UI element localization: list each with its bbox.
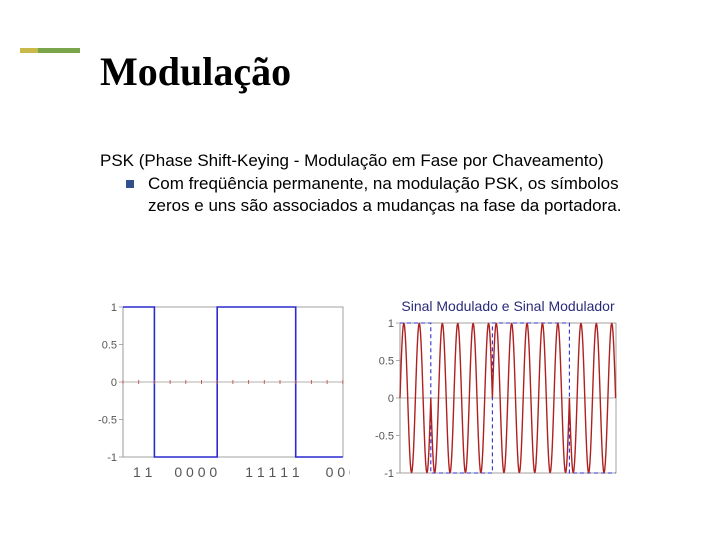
svg-text:0.5: 0.5 xyxy=(102,340,117,352)
svg-text:1 1: 1 1 xyxy=(133,464,153,480)
slide-body: PSK (Phase Shift-Keying - Modulação em F… xyxy=(100,150,660,216)
svg-text:0: 0 xyxy=(111,377,117,389)
svg-text:-1: -1 xyxy=(384,468,394,480)
right-chart: Sinal Modulado e Sinal Modulador -1 -0.5 0 0… xyxy=(368,295,623,490)
title-accent-bar xyxy=(20,48,80,53)
svg-text:-1: -1 xyxy=(107,452,117,464)
svg-text:1: 1 xyxy=(388,318,394,330)
figures-row: -1 -0.5 0 0.5 1 1 1 0 0 0 0 1 1 1 1 1 0 0 0 Sina… xyxy=(85,295,623,490)
square-bullet-icon xyxy=(126,180,134,188)
right-chart-svg: Sinal Modulado e Sinal Modulador -1 -0.5 0 0… xyxy=(368,295,623,490)
svg-text:0.5: 0.5 xyxy=(379,356,394,368)
bullet-row: Com freqüência permanente, na modulação … xyxy=(100,173,660,216)
svg-text:0 0 0 0: 0 0 0 0 xyxy=(174,464,217,480)
svg-text:-0.5: -0.5 xyxy=(98,415,117,427)
slide-title: Modulação xyxy=(100,48,291,95)
svg-text:1 1 1 1 1: 1 1 1 1 1 xyxy=(245,464,300,480)
bullet-text: Com freqüência permanente, na modulação … xyxy=(148,173,660,216)
left-chart: -1 -0.5 0 0.5 1 1 1 0 0 0 0 1 1 1 1 1 0 0 0 xyxy=(85,295,350,490)
left-chart-svg: -1 -0.5 0 0.5 1 1 1 0 0 0 0 1 1 1 1 1 0 0 0 xyxy=(85,295,350,490)
svg-text:-0.5: -0.5 xyxy=(375,431,394,443)
svg-text:1: 1 xyxy=(111,302,117,314)
accent-seg-1 xyxy=(20,48,38,53)
svg-text:0 0 0: 0 0 0 xyxy=(326,464,350,480)
accent-seg-2 xyxy=(38,48,80,53)
svg-text:Sinal Modulado e Sinal Modulad: Sinal Modulado e Sinal Modulador xyxy=(401,298,615,314)
svg-text:0: 0 xyxy=(388,393,394,405)
psk-heading: PSK (Phase Shift-Keying - Modulação em F… xyxy=(100,150,660,171)
